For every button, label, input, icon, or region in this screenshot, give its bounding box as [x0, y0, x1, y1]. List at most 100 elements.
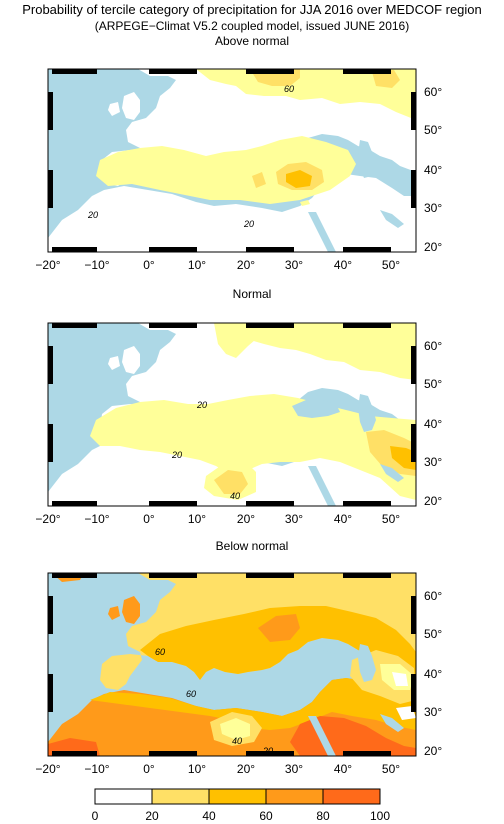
lat-tick-label: 60° — [424, 339, 442, 353]
panel-title-normal: Normal — [232, 287, 272, 301]
lon-tick-label: 50° — [382, 512, 400, 526]
prob-20-40-north — [222, 323, 416, 380]
colorbar-label: 40 — [202, 809, 216, 823]
prob-60-80-turkey — [286, 170, 312, 188]
lon-tick-label: 20° — [237, 258, 255, 272]
lon-tick-label: 30° — [285, 512, 303, 526]
lat-tick-label: 30° — [424, 455, 442, 469]
panel-title-below: Below normal — [215, 539, 289, 553]
contour-label: 40 — [232, 736, 242, 746]
colorbar: 0 20 40 60 80 100 — [92, 788, 390, 823]
colorbar-label: 80 — [316, 809, 330, 823]
figure-title: Probability of tercile category of preci… — [22, 2, 482, 17]
lat-tick-label: 40° — [424, 417, 442, 431]
colorbar-label: 60 — [259, 809, 273, 823]
lon-tick-label: −10° — [84, 762, 109, 776]
lon-tick-label: 30° — [285, 258, 303, 272]
britain-land — [122, 92, 140, 120]
map-panel-above: 60 20 20 — [47, 68, 417, 253]
lon-tick-label: 50° — [382, 258, 400, 272]
lon-tick-label: 10° — [188, 258, 206, 272]
prob-80-100-egypt — [290, 716, 416, 756]
map-frame-ticks — [48, 323, 416, 506]
map-frame-ticks — [48, 573, 416, 756]
colorbar-label: 100 — [370, 809, 390, 823]
lon-tick-label: 20° — [237, 762, 255, 776]
persian-gulf — [380, 714, 404, 732]
panel-title-above: Above normal — [214, 34, 290, 48]
contour-label: 20 — [87, 210, 98, 220]
caspian-sea — [358, 644, 376, 682]
lat-tick-label: 60° — [424, 85, 442, 99]
lon-tick-label: 20° — [237, 512, 255, 526]
lat-tick-label: 60° — [424, 589, 442, 603]
persian-gulf — [380, 210, 404, 228]
caspian-sea — [358, 140, 376, 178]
colorbar-segment — [265, 788, 324, 805]
axis-tick-labels: −20° −10° 0° 10° 20° 30° 40° 50° 60° 50° 40° 30° 20°… — [35, 85, 442, 776]
lat-tick-label: 40° — [424, 667, 442, 681]
lon-tick-label: 40° — [334, 512, 352, 526]
prob-40-60-greece — [252, 172, 266, 188]
lon-tick-label: 10° — [188, 762, 206, 776]
cyprus-land — [300, 200, 310, 206]
lat-tick-label: 40° — [424, 163, 442, 177]
contour-label: 20 — [262, 746, 273, 756]
map-panel-normal: 20 20 40 — [47, 322, 417, 507]
colorbar-segment — [208, 788, 267, 805]
lon-tick-label: 40° — [334, 762, 352, 776]
ireland-land — [108, 356, 120, 370]
lon-tick-label: −20° — [35, 512, 60, 526]
lon-tick-label: 10° — [188, 512, 206, 526]
prob-0-20-arabia — [392, 672, 408, 686]
lon-tick-label: 0° — [143, 512, 155, 526]
black-sea — [292, 650, 340, 668]
lat-tick-label: 20° — [424, 744, 442, 758]
lon-tick-label: 0° — [143, 762, 155, 776]
prob-80-100-europe — [258, 614, 300, 642]
figure-subtitle: (ARPEGE−Climat V5.2 coupled model, issue… — [94, 19, 410, 33]
contour-label: 40 — [230, 491, 240, 501]
lon-tick-label: 0° — [143, 258, 155, 272]
contour-label: 20 — [171, 450, 182, 460]
lat-tick-label: 30° — [424, 201, 442, 215]
lon-tick-label: 30° — [285, 762, 303, 776]
lon-tick-label: −10° — [84, 512, 109, 526]
prob-20-40-north — [196, 69, 416, 120]
ireland-land — [108, 102, 120, 116]
red-sea — [308, 466, 336, 506]
lat-tick-label: 20° — [424, 240, 442, 254]
lat-tick-label: 50° — [424, 627, 442, 641]
lat-tick-label: 20° — [424, 494, 442, 508]
lon-tick-label: −20° — [35, 258, 60, 272]
caspian-sea — [358, 394, 376, 432]
britain-land — [122, 346, 140, 374]
prob-60-80-north-africa — [90, 678, 416, 730]
prob-40-60-ne — [372, 70, 400, 88]
prob-20-40-libya — [220, 718, 250, 740]
ireland-land — [108, 606, 120, 620]
prob-40-60-sahara — [214, 470, 248, 494]
lon-tick-label: −10° — [84, 258, 109, 272]
colorbar-segment — [322, 788, 381, 805]
lat-tick-label: 30° — [424, 705, 442, 719]
scandinavia-land — [214, 573, 270, 608]
lon-tick-label: 40° — [334, 258, 352, 272]
red-sea — [308, 212, 336, 252]
persian-gulf — [380, 464, 404, 482]
map-panel-below: 60 60 40 20 — [47, 572, 417, 757]
prob-60-80-iran — [390, 446, 416, 470]
lat-tick-label: 50° — [424, 377, 442, 391]
black-sea — [292, 400, 340, 418]
colorbar-label: 20 — [145, 809, 159, 823]
red-sea — [308, 716, 336, 756]
prob-60-80-europe — [140, 606, 416, 680]
colorbar-segment — [151, 788, 210, 805]
lon-tick-label: 50° — [382, 762, 400, 776]
map-frame-ticks — [48, 69, 416, 252]
sardinia-land — [200, 180, 208, 192]
contour-label: 60 — [155, 647, 165, 657]
colorbar-label: 0 — [92, 809, 99, 823]
contour-label: 20 — [243, 219, 254, 229]
